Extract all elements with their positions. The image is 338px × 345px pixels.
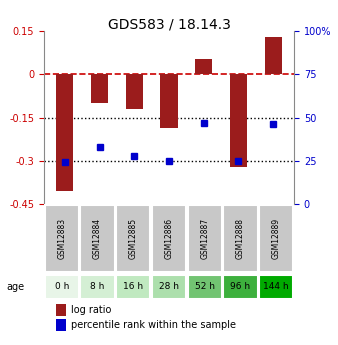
Text: 52 h: 52 h [195, 282, 215, 291]
Bar [126, 74, 143, 109]
Bar [56, 319, 67, 331]
Text: GSM12885: GSM12885 [129, 218, 138, 259]
FancyBboxPatch shape [223, 275, 258, 299]
Text: GSM12888: GSM12888 [236, 218, 245, 259]
Text: GSM12889: GSM12889 [272, 218, 281, 259]
Text: age: age [6, 282, 24, 292]
Text: 144 h: 144 h [263, 282, 289, 291]
FancyBboxPatch shape [45, 205, 79, 272]
Text: 28 h: 28 h [159, 282, 179, 291]
Bar [195, 59, 212, 74]
FancyBboxPatch shape [188, 275, 222, 299]
FancyBboxPatch shape [152, 275, 186, 299]
FancyBboxPatch shape [116, 275, 150, 299]
FancyBboxPatch shape [152, 205, 186, 272]
FancyBboxPatch shape [80, 205, 115, 272]
FancyBboxPatch shape [259, 205, 293, 272]
Text: GSM12887: GSM12887 [200, 218, 209, 259]
Text: log ratio: log ratio [71, 305, 112, 315]
Text: GDS583 / 18.14.3: GDS583 / 18.14.3 [107, 17, 231, 31]
Bar [56, 304, 67, 316]
FancyBboxPatch shape [223, 205, 258, 272]
Bar [230, 74, 247, 167]
Bar [265, 37, 282, 74]
Bar [160, 74, 178, 128]
Bar [56, 74, 73, 191]
Text: GSM12886: GSM12886 [165, 218, 173, 259]
Text: 0 h: 0 h [55, 282, 69, 291]
Bar [91, 74, 108, 103]
Text: GSM12884: GSM12884 [93, 218, 102, 259]
Text: 96 h: 96 h [231, 282, 250, 291]
Text: 16 h: 16 h [123, 282, 143, 291]
Text: percentile rank within the sample: percentile rank within the sample [71, 320, 237, 330]
FancyBboxPatch shape [116, 205, 150, 272]
Text: 8 h: 8 h [90, 282, 105, 291]
FancyBboxPatch shape [80, 275, 115, 299]
FancyBboxPatch shape [45, 275, 79, 299]
FancyBboxPatch shape [259, 275, 293, 299]
FancyBboxPatch shape [188, 205, 222, 272]
Text: GSM12883: GSM12883 [57, 218, 66, 259]
